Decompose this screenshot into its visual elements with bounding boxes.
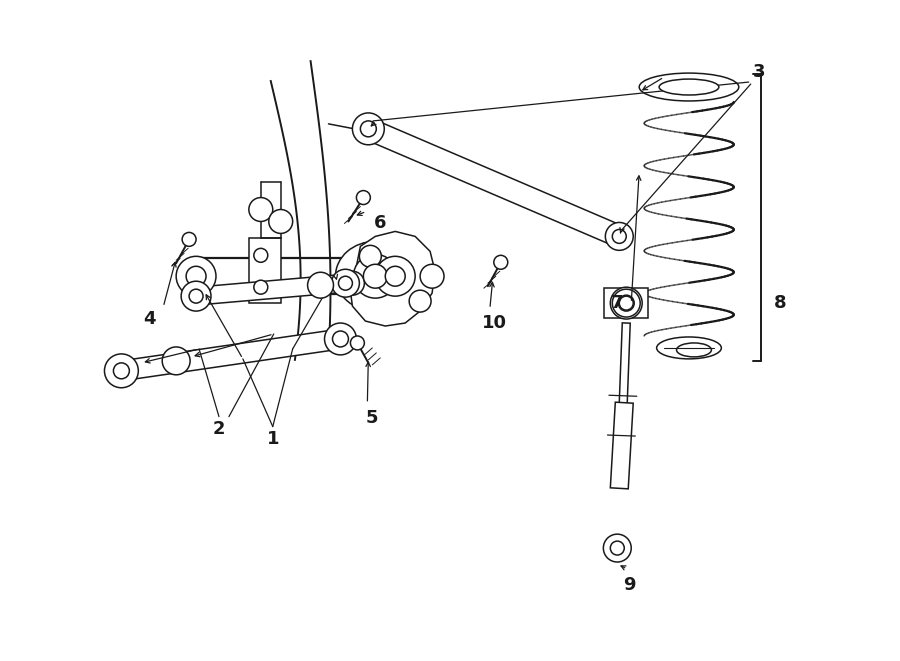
Circle shape bbox=[610, 287, 643, 319]
Circle shape bbox=[340, 271, 364, 295]
Circle shape bbox=[182, 233, 196, 247]
Circle shape bbox=[603, 534, 631, 562]
Text: 1: 1 bbox=[266, 430, 279, 447]
Text: 3: 3 bbox=[752, 63, 765, 81]
Circle shape bbox=[354, 254, 397, 298]
Circle shape bbox=[410, 290, 431, 312]
Text: 4: 4 bbox=[143, 310, 156, 328]
Circle shape bbox=[618, 295, 634, 311]
Circle shape bbox=[360, 121, 376, 137]
Text: 7: 7 bbox=[611, 294, 624, 312]
Text: 5: 5 bbox=[366, 408, 379, 426]
Circle shape bbox=[181, 281, 211, 311]
Circle shape bbox=[189, 289, 203, 303]
Polygon shape bbox=[604, 288, 648, 318]
Circle shape bbox=[331, 269, 359, 297]
Ellipse shape bbox=[639, 73, 739, 101]
Polygon shape bbox=[195, 274, 346, 305]
Ellipse shape bbox=[657, 337, 722, 359]
Circle shape bbox=[350, 336, 365, 350]
Circle shape bbox=[332, 331, 348, 347]
Circle shape bbox=[104, 354, 139, 388]
Circle shape bbox=[610, 541, 625, 555]
Text: 6: 6 bbox=[374, 214, 386, 233]
Ellipse shape bbox=[336, 241, 415, 311]
Circle shape bbox=[375, 256, 415, 296]
Polygon shape bbox=[610, 402, 634, 489]
Circle shape bbox=[356, 190, 370, 204]
Circle shape bbox=[359, 245, 382, 267]
Circle shape bbox=[162, 347, 190, 375]
Circle shape bbox=[612, 229, 626, 243]
Polygon shape bbox=[364, 119, 624, 247]
Circle shape bbox=[308, 272, 334, 298]
Circle shape bbox=[420, 264, 444, 288]
Bar bbox=[248, 239, 281, 303]
Circle shape bbox=[254, 249, 268, 262]
Circle shape bbox=[619, 296, 634, 310]
Text: 9: 9 bbox=[623, 576, 635, 594]
Ellipse shape bbox=[677, 343, 711, 357]
Text: 10: 10 bbox=[482, 314, 508, 332]
Circle shape bbox=[113, 363, 130, 379]
Text: 2: 2 bbox=[212, 420, 225, 438]
Circle shape bbox=[269, 210, 292, 233]
Polygon shape bbox=[120, 329, 342, 381]
Ellipse shape bbox=[659, 79, 719, 95]
Text: 8: 8 bbox=[774, 294, 787, 312]
Circle shape bbox=[338, 276, 353, 290]
Circle shape bbox=[385, 266, 405, 286]
Circle shape bbox=[254, 280, 268, 294]
Circle shape bbox=[176, 256, 216, 296]
Circle shape bbox=[494, 255, 508, 269]
Circle shape bbox=[325, 323, 356, 355]
Polygon shape bbox=[618, 323, 630, 429]
Circle shape bbox=[612, 289, 640, 317]
Circle shape bbox=[248, 198, 273, 221]
Circle shape bbox=[606, 223, 634, 251]
Circle shape bbox=[364, 264, 387, 288]
Polygon shape bbox=[350, 231, 435, 326]
Circle shape bbox=[186, 266, 206, 286]
Circle shape bbox=[353, 113, 384, 145]
